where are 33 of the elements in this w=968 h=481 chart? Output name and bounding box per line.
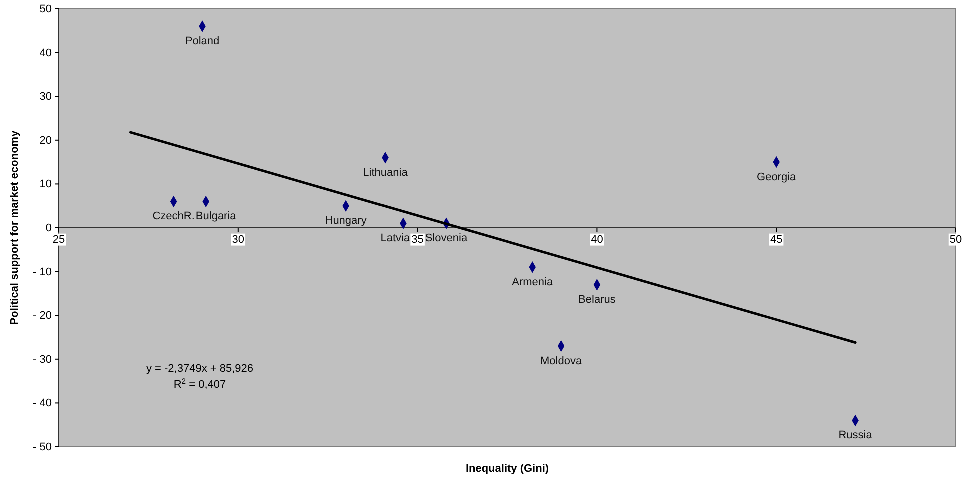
- x-tick-label: 45: [770, 234, 783, 246]
- y-axis-title: Political support for market economy: [9, 130, 21, 326]
- annotation: Latvia: [380, 232, 412, 245]
- annotation: Poland: [185, 36, 220, 48]
- annotation: Belarus: [578, 294, 616, 306]
- annotation: Armenia: [512, 276, 554, 288]
- x-tick-label: 40: [591, 234, 604, 246]
- y-tick-label: 50: [40, 4, 52, 16]
- y-tick-label: - 40: [33, 398, 52, 410]
- annotation: Georgia: [757, 171, 798, 184]
- y-tick-label: 10: [40, 178, 52, 191]
- annotation: R$^{2}$ = 0,407: [174, 376, 226, 391]
- annotation: CzechR.: [152, 210, 195, 223]
- y-tick-label: - 20: [33, 310, 52, 322]
- annotation: Hungary: [325, 215, 368, 228]
- x-tick-label: 50: [950, 234, 962, 246]
- annotation: Russia: [838, 430, 874, 442]
- y-tick-label: 0: [46, 222, 52, 235]
- y-tick-label: - 30: [33, 354, 52, 366]
- annotation: Lithuania: [363, 166, 409, 179]
- y-tick-label: 20: [40, 134, 52, 147]
- x-tick-label: 30: [232, 234, 245, 246]
- x-tick-label: 25: [52, 234, 66, 246]
- y-tick-label: 40: [40, 47, 52, 60]
- y-tick-label: - 50: [33, 442, 52, 454]
- annotation: Moldova: [540, 355, 583, 368]
- x-tick-label: 35: [412, 234, 424, 246]
- annotation: Bulgaria: [196, 210, 238, 223]
- x-axis-title: Inequality (Gini): [466, 463, 550, 475]
- y-tick-label: - 10: [33, 266, 52, 278]
- y-tick-label: 30: [40, 91, 52, 104]
- annotation: Slovenia: [425, 232, 468, 245]
- annotation: y = -2,3749x + 85,926: [146, 363, 254, 375]
